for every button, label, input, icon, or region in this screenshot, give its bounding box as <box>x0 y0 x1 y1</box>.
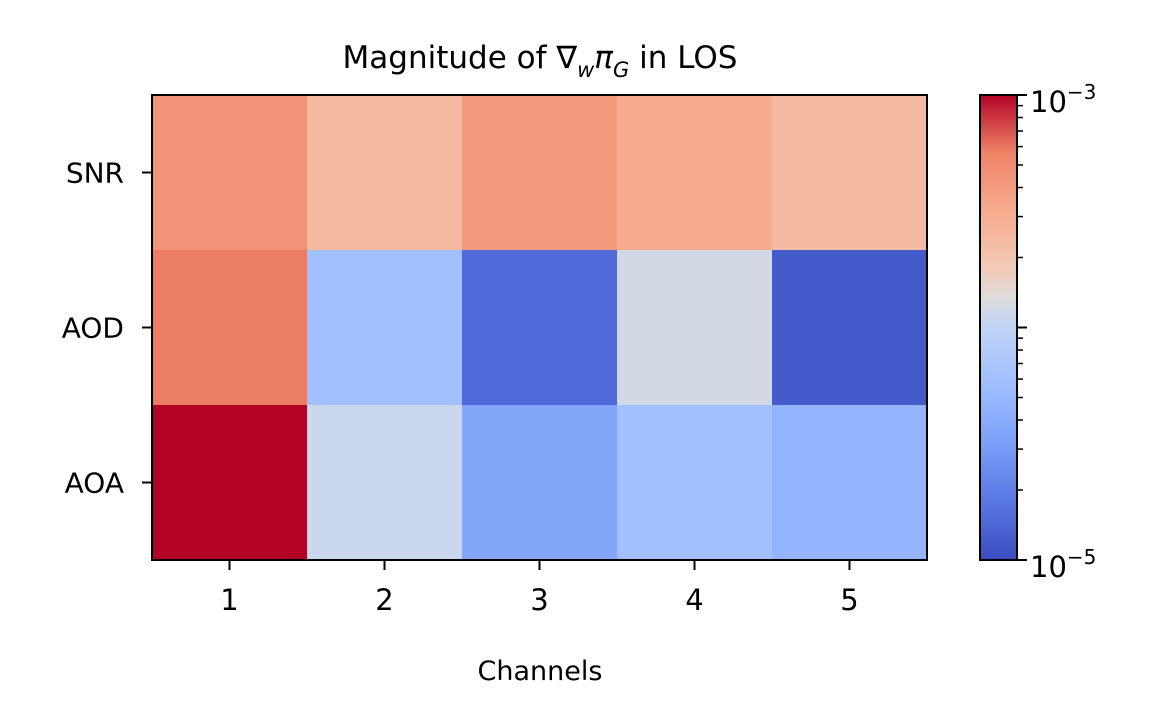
heatmap-cell-snr-1 <box>152 95 308 251</box>
y-tick-label: SNR <box>66 157 124 190</box>
colorbar <box>979 94 1018 561</box>
heatmap-cell-aod-1 <box>152 250 308 406</box>
heatmap-cell-aoa-1 <box>152 405 308 561</box>
heatmap-cell-aoa-4 <box>617 405 773 561</box>
x-tick-label: 3 <box>530 583 548 617</box>
colorbar-tick-label-max: 10−3 <box>1030 80 1096 119</box>
x-tick-label: 5 <box>840 583 858 617</box>
x-tick-label: 1 <box>220 583 238 617</box>
heatmap-cells <box>152 95 928 561</box>
heatmap-cell-snr-5 <box>772 95 928 251</box>
heatmap-cell-aoa-3 <box>462 405 618 561</box>
colorbar-ticks <box>1017 94 1027 561</box>
y-tick-label: AOD <box>62 312 124 345</box>
y-tick-label: AOA <box>65 467 124 500</box>
colorbar-tick-label-min: 10−5 <box>1030 545 1096 584</box>
heatmap-cell-aod-4 <box>617 250 773 406</box>
heatmap-cell-snr-2 <box>307 95 463 251</box>
heatmap-cell-aoa-2 <box>307 405 463 561</box>
x-axis-label: Channels <box>478 656 603 687</box>
heatmap-cell-aod-3 <box>462 250 618 406</box>
heatmap-cell-aod-5 <box>772 250 928 406</box>
heatmap-cell-snr-3 <box>462 95 618 251</box>
x-tick-label: 4 <box>685 583 703 617</box>
heatmap-cell-snr-4 <box>617 95 773 251</box>
heatmap-cell-aod-2 <box>307 250 463 406</box>
x-tick-label: 2 <box>375 583 393 617</box>
y-axis-ticks: SNR AOD AOA <box>62 157 152 500</box>
chart-title: Magnitude of ∇wπG in LOS <box>343 40 738 82</box>
x-axis-ticks: 1 2 3 4 5 <box>220 560 859 617</box>
heatmap-cell-aoa-5 <box>772 405 928 561</box>
